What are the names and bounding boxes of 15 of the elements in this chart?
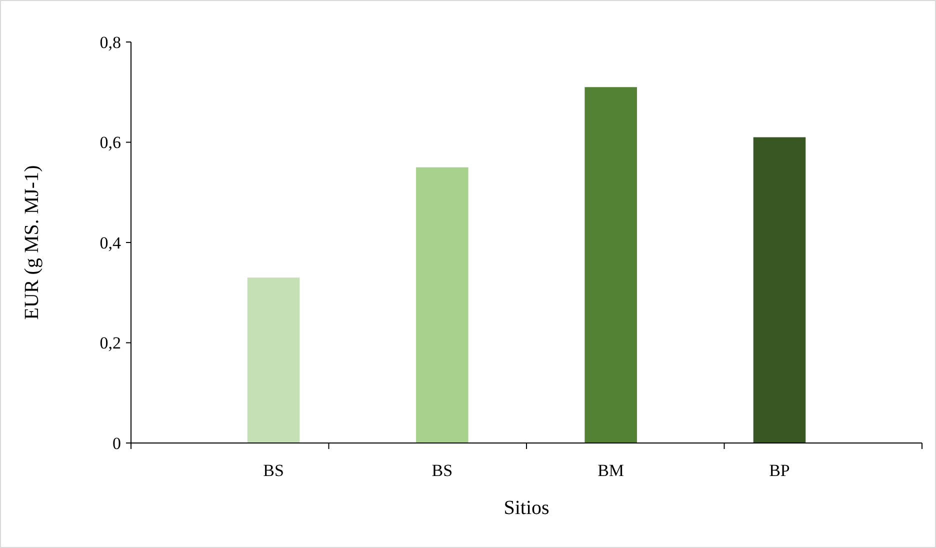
x-tick-label: BM	[598, 461, 624, 480]
bar	[247, 278, 300, 443]
bar	[753, 137, 806, 443]
y-tick-label: 0,2	[100, 334, 121, 353]
y-tick-label: 0,4	[100, 233, 122, 252]
x-tick-label: BS	[432, 461, 453, 480]
bar	[416, 167, 468, 443]
x-tick-label: BP	[769, 461, 790, 480]
x-axis-title: Sitios	[504, 497, 550, 519]
y-tick-label: 0,6	[100, 133, 121, 152]
bar	[584, 87, 637, 443]
y-tick-label: 0	[112, 434, 121, 453]
x-tick-label: BS	[263, 461, 284, 480]
y-tick-label: 0,8	[100, 32, 121, 52]
y-axis-title: EUR (g MS. MJ-1)	[21, 165, 43, 320]
